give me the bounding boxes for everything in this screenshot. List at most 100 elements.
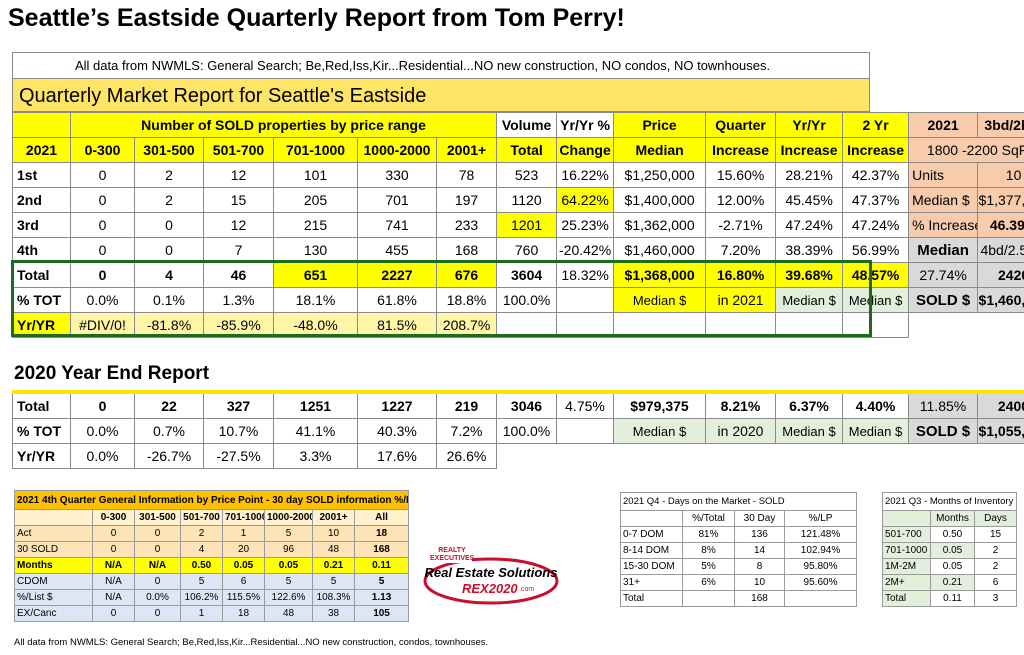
cell: 56.99%: [842, 237, 910, 263]
row-label: 501-700: [882, 526, 931, 543]
row-label: CDOM: [14, 573, 93, 590]
sold-value: $1,055,000: [977, 418, 1024, 444]
col-header: Days: [973, 510, 1018, 527]
cell: 15: [203, 187, 274, 213]
range-header: 0-300: [70, 137, 135, 163]
cell: in 2020: [705, 418, 776, 444]
cell: 0.7%: [134, 418, 204, 444]
table-row: 1st 0 2 12 101 330 78 523 16.22% $1,250,…: [12, 162, 1024, 188]
col-header: 2001+: [312, 509, 355, 526]
cell: 741: [357, 212, 437, 238]
cell: 0.21: [312, 557, 355, 574]
cell: 330: [357, 162, 437, 188]
cell: 3: [973, 590, 1018, 607]
cell: Median $: [775, 287, 844, 313]
table-row: Total 0 22 327 1251 1227 219 3046 4.75% …: [12, 391, 1024, 419]
logo-graphic: [423, 547, 559, 605]
table-row: 0-7 DOM 81% 136 121.48%: [620, 526, 858, 543]
two-yr-header: 2 Yr: [842, 112, 910, 138]
year-end-title: 2020 Year End Report: [14, 363, 210, 384]
cell: 701: [357, 187, 437, 213]
row-label: 3rd: [12, 212, 71, 238]
row-label: Act: [14, 525, 93, 542]
col-header: All: [353, 509, 410, 526]
cell: 81.5%: [357, 312, 437, 338]
cell: N/A: [92, 557, 135, 574]
cell: 2: [134, 162, 204, 188]
cell: 0.0%: [134, 589, 181, 606]
cell: -2.71%: [705, 212, 777, 238]
cell: 101: [273, 162, 358, 188]
cell: 108.3%: [312, 589, 355, 606]
cell: 14: [734, 542, 785, 559]
col-header: %/LP: [783, 510, 858, 527]
cell: 0: [134, 573, 181, 590]
row-label: 2M+: [882, 574, 931, 591]
cell: 2: [973, 542, 1018, 559]
cell: N/A: [92, 573, 135, 590]
col-header: 701-1000: [222, 509, 265, 526]
cell: 39.68%: [775, 262, 844, 288]
row-label: 1M-2M: [882, 558, 931, 575]
cell: 16.80%: [705, 262, 777, 288]
cell: 760: [496, 237, 558, 263]
cell: 12: [203, 162, 274, 188]
sold-label: SOLD $: [908, 418, 978, 444]
total-header: Total: [496, 137, 558, 163]
cell: [556, 287, 615, 313]
table-row: 701-1000 0.05 2: [882, 542, 1018, 559]
cell: 122.6%: [264, 589, 313, 606]
range-header: 1000-2000: [357, 137, 437, 163]
table-row: EX/Canc 0 0 1 18 48 38 105: [14, 605, 410, 622]
table-row: CDOM N/A 0 5 6 5 5 5: [14, 573, 410, 590]
cell: 0: [92, 541, 135, 558]
cell: 0: [92, 605, 135, 622]
cell: 1227: [357, 391, 437, 419]
cell: 18.1%: [273, 287, 358, 313]
row-label: %/List $: [14, 589, 93, 606]
table-row: 3rd 0 0 12 215 741 233 1201 25.23% $1,36…: [12, 212, 1024, 238]
cell: 20: [222, 541, 265, 558]
cell: 12.00%: [705, 187, 777, 213]
logo-brand: REALTY EXECUTIVES: [430, 547, 475, 562]
pct-increase-value: 46.39%: [977, 212, 1024, 238]
row-label: 31+: [620, 574, 683, 591]
cell: 0.50: [930, 526, 975, 543]
cell: 5: [264, 525, 313, 542]
cell: -20.42%: [556, 237, 615, 263]
cell: 64.22%: [556, 187, 615, 213]
cell: 0.21: [930, 574, 975, 591]
cell: 1251: [273, 391, 358, 419]
cell: 523: [496, 162, 558, 188]
cell: 233: [435, 212, 498, 238]
cell: 41.1%: [273, 418, 358, 444]
units-label: Units: [908, 162, 979, 188]
cell: 78: [435, 162, 498, 188]
table-row: Total 168: [620, 590, 858, 607]
cell: 47.24%: [842, 212, 910, 238]
cell: Median $: [842, 287, 910, 313]
cell: 676: [435, 262, 498, 288]
cell: 47.24%: [775, 212, 844, 238]
cell: 61.8%: [357, 287, 437, 313]
cell: 81%: [682, 526, 735, 543]
cell: 18.8%: [435, 287, 498, 313]
cell: 121.48%: [783, 526, 858, 543]
cell: Median $: [775, 418, 843, 444]
row-label: 8-14 DOM: [620, 542, 683, 559]
col-header: 1000-2000: [264, 509, 313, 526]
row-label: Total: [12, 391, 71, 419]
cell: $1,250,000: [613, 162, 707, 188]
year-end-table: Total 0 22 327 1251 1227 219 3046 4.75% …: [12, 390, 1024, 469]
cell: N/A: [134, 557, 181, 574]
cell: 2: [973, 558, 1018, 575]
quarter-header: Quarter: [705, 112, 777, 138]
cell: 219: [436, 391, 497, 419]
cell: 0: [70, 262, 135, 288]
row-label: Total: [620, 590, 683, 607]
table-row: 1M-2M 0.05 2: [882, 558, 1018, 575]
row-label: 2nd: [12, 187, 71, 213]
cell: 5: [353, 573, 410, 590]
cell: 6: [973, 574, 1018, 591]
table-row: % TOT 0.0% 0.7% 10.7% 41.1% 40.3% 7.2% 1…: [12, 418, 1024, 444]
